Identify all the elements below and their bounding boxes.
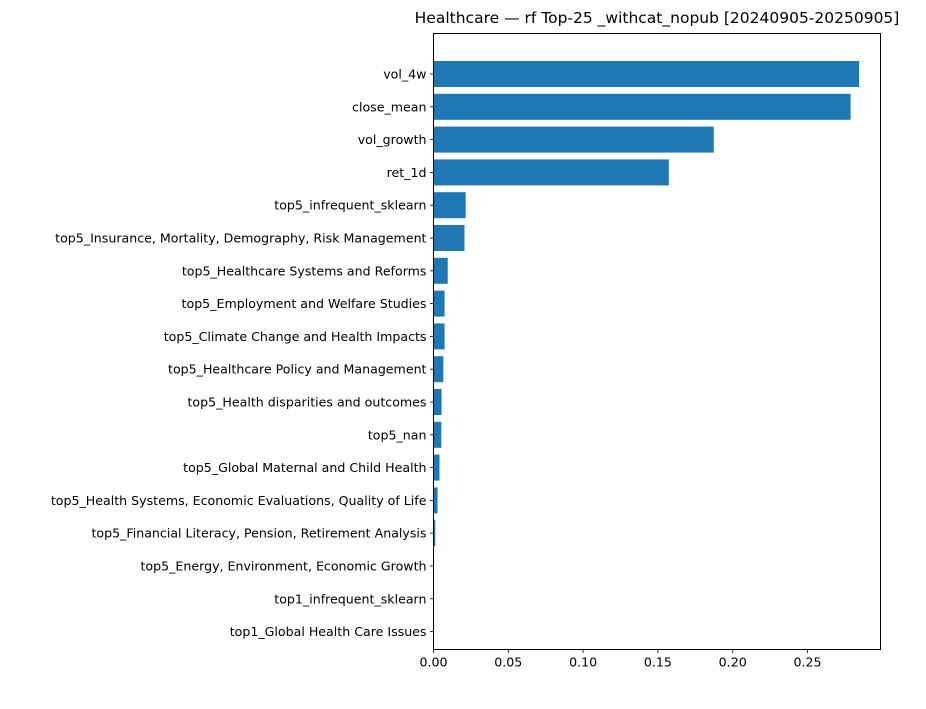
y-tick-label: top5_infrequent_sklearn — [274, 198, 426, 213]
plot-area: vol_4w close_mean vol_growth ret_1d top5_inf… — [51, 61, 860, 670]
bar — [433, 454, 440, 481]
bar — [433, 61, 860, 87]
y-tick-label: ret_1d — [387, 165, 427, 180]
x-tick-label: 0.15 — [644, 655, 672, 670]
chart-title: Healthcare — rf Top-25 _withcat_nopub [2… — [415, 9, 900, 28]
y-tick-label: top5_Energy, Environment, Economic Growt… — [140, 559, 426, 574]
bar — [433, 356, 444, 383]
y-tick-label: top5_Health disparities and outcomes — [187, 395, 426, 410]
bar — [433, 389, 442, 415]
bar — [433, 126, 714, 153]
x-tick-label: 0.20 — [719, 655, 747, 670]
y-tick-label: top5_Healthcare Systems and Reforms — [182, 263, 427, 278]
y-tick-label: top1_infrequent_sklearn — [274, 591, 426, 606]
x-tick-label: 0.25 — [793, 655, 821, 670]
bar — [433, 257, 448, 284]
y-tick-label: top5_Financial Literacy, Pension, Retire… — [91, 526, 426, 541]
y-tick-label: top5_Global Maternal and Child Health — [183, 460, 426, 475]
y-tick-label: top1_Global Health Care Issues — [230, 624, 427, 639]
y-tick-label: vol_growth — [358, 132, 427, 147]
y-tick-label: close_mean — [352, 99, 426, 114]
x-tick-label: 0.10 — [569, 655, 597, 670]
y-tick-label: top5_Employment and Welfare Studies — [182, 296, 427, 311]
y-tick-label: top5_Insurance, Mortality, Demography, R… — [55, 231, 426, 246]
y-tick-label: top5_Climate Change and Health Impacts — [164, 329, 427, 344]
bar — [433, 93, 851, 120]
bar — [433, 520, 436, 547]
x-tick-label: 0.05 — [494, 655, 522, 670]
y-tick-label: top5_Healthcare Policy and Management — [168, 362, 427, 377]
axes-frame — [433, 33, 881, 650]
y-tick-label: top5_Health Systems, Economic Evaluation… — [51, 493, 427, 508]
bar — [433, 192, 466, 219]
bar — [433, 421, 442, 448]
bar — [433, 323, 445, 350]
y-tick-label: vol_4w — [383, 67, 426, 82]
bar — [433, 487, 438, 514]
y-tick-label: top5_nan — [368, 427, 427, 442]
x-tick-label: 0.00 — [419, 655, 447, 670]
bar — [433, 159, 669, 186]
bar — [433, 290, 445, 317]
bar — [433, 225, 465, 251]
